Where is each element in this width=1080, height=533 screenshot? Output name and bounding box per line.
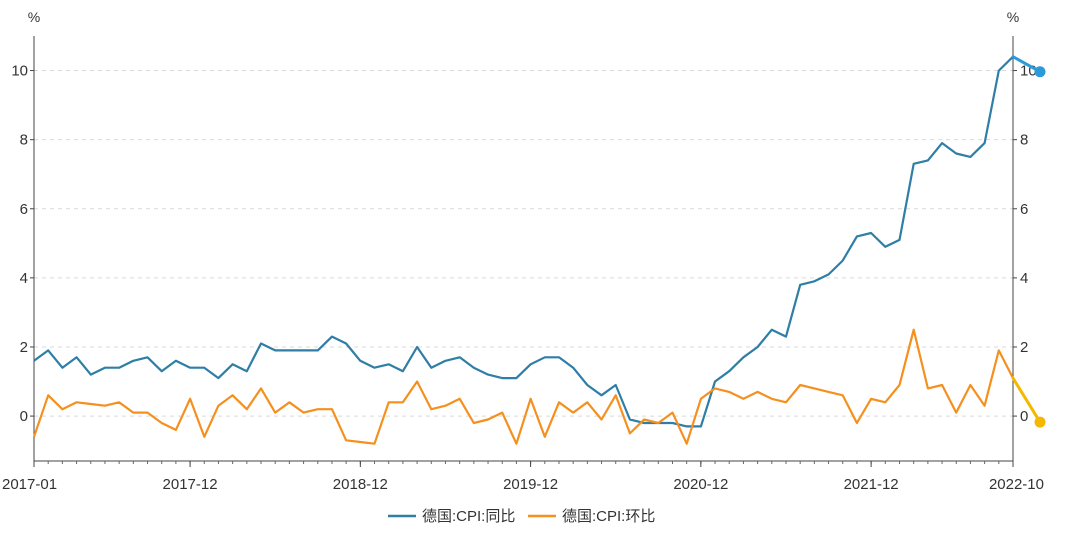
x-tick-label: 2017-12 xyxy=(163,476,218,493)
x-tick-label: 2018-12 xyxy=(333,476,388,493)
x-tick-label: 2020-12 xyxy=(673,476,728,493)
y-tick-label-right: 0 xyxy=(1020,408,1028,425)
y-tick-label-left: 4 xyxy=(20,270,28,287)
y-tick-label-left: 0 xyxy=(20,408,28,425)
gridlines xyxy=(34,70,1013,417)
series-line-mom xyxy=(32,328,1014,445)
legend-item-yoy[interactable]: 德国:CPI:同比 xyxy=(388,507,515,525)
left-unit-label: % xyxy=(28,9,40,25)
y-tick-label-left: 8 xyxy=(20,132,28,149)
series-lines xyxy=(32,55,1014,445)
y-tick-label-left: 6 xyxy=(20,201,28,218)
x-tick-label: 2017-01 xyxy=(2,476,57,493)
x-tick-label: 2022-10 xyxy=(989,476,1044,493)
x-tick-label: 2021-12 xyxy=(844,476,899,493)
y-tick-label-right: 6 xyxy=(1020,201,1028,218)
end-marker-line-mom xyxy=(1011,376,1042,424)
legend-label-mom: 德国:CPI:环比 xyxy=(562,507,655,525)
legend-label-yoy: 德国:CPI:同比 xyxy=(422,507,515,525)
end-marker-dot-mom[interactable] xyxy=(1034,416,1046,428)
right-unit-label: % xyxy=(1007,9,1019,25)
y-tick-label-right: 2 xyxy=(1020,339,1028,356)
legend: 德国:CPI:同比 德国:CPI:环比 xyxy=(388,507,655,525)
y-tick-label-right: 4 xyxy=(1020,270,1028,287)
x-tick-label: 2019-12 xyxy=(503,476,558,493)
end-markers xyxy=(1011,55,1046,428)
end-marker-dot-yoy[interactable] xyxy=(1034,66,1046,78)
y-tick-label-right: 8 xyxy=(1020,132,1028,149)
y-tick-label-left: 2 xyxy=(20,339,28,356)
series-line-yoy xyxy=(33,55,1014,428)
legend-item-mom[interactable]: 德国:CPI:环比 xyxy=(528,507,655,525)
y-tick-label-left: 10 xyxy=(11,63,28,80)
